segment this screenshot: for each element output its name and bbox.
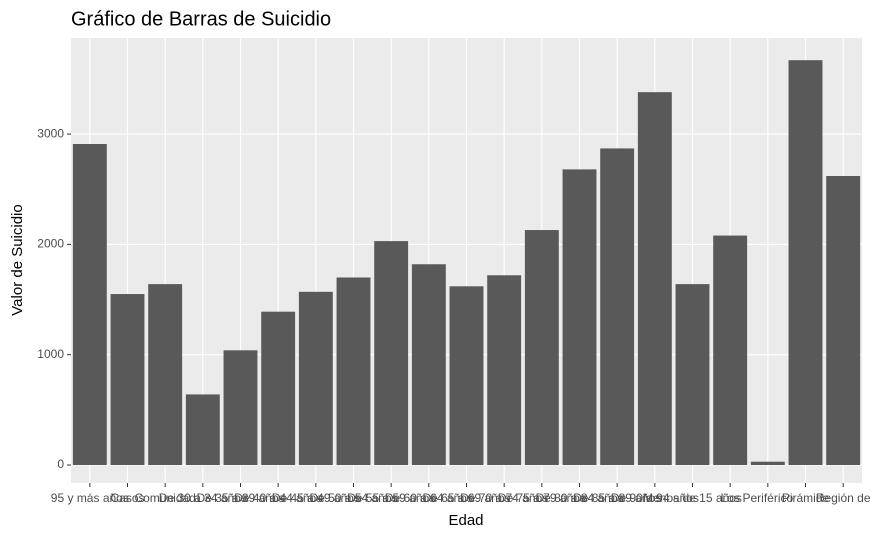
bar bbox=[524, 230, 559, 466]
y-tick-label: 3000 bbox=[37, 126, 64, 140]
x-tick-label: De 60 a 64 años bbox=[385, 491, 473, 505]
x-axis-title: Edad bbox=[448, 512, 483, 529]
bar bbox=[336, 277, 371, 466]
x-tick-label: De 70 a 74 años bbox=[460, 491, 548, 505]
bar bbox=[411, 264, 446, 466]
x-tick-label: De 75 a 79 años bbox=[498, 491, 586, 505]
bar bbox=[223, 350, 258, 466]
y-axis-title: Valor de Suicidio bbox=[9, 204, 26, 315]
x-tick-label: De 65 a 69 años bbox=[422, 491, 510, 505]
x-tick-label: De 55 a 59 años bbox=[347, 491, 435, 505]
bar bbox=[562, 169, 597, 466]
x-tick-label: Comunidad bbox=[134, 491, 195, 505]
bar bbox=[675, 284, 710, 466]
x-tick-label: Pirámide bbox=[782, 491, 830, 505]
bar bbox=[261, 311, 296, 466]
bar bbox=[185, 394, 220, 466]
bar bbox=[750, 461, 785, 466]
y-tick-label: 2000 bbox=[37, 237, 64, 251]
x-tick-label: De 50 a 54 años bbox=[309, 491, 397, 505]
y-tick-label: 0 bbox=[57, 457, 64, 471]
bar bbox=[148, 284, 183, 466]
x-tick-label: De 40 a 44 años bbox=[234, 491, 322, 505]
x-tick-label: De 45 a 49 años bbox=[272, 491, 360, 505]
bar bbox=[637, 92, 672, 466]
x-tick-label: De 30 a 34 años bbox=[159, 491, 247, 505]
x-tick-label: Los bbox=[720, 491, 739, 505]
y-tick-label: 1000 bbox=[37, 347, 64, 361]
x-tick-label: De 35 a 39 años bbox=[196, 491, 284, 505]
chart-title: Gráfico de Barras de Suicidio bbox=[71, 8, 331, 30]
x-tick-label: De 85 a 89 años bbox=[573, 491, 661, 505]
bar bbox=[110, 294, 145, 466]
bar bbox=[72, 144, 107, 466]
bar bbox=[298, 291, 333, 466]
bar bbox=[713, 235, 748, 466]
x-tick-label: De 90 a 94 años bbox=[611, 491, 699, 505]
x-tick-label: Menos de 15 años bbox=[643, 491, 742, 505]
bar bbox=[826, 176, 861, 466]
bar bbox=[374, 241, 409, 466]
bar bbox=[600, 148, 635, 466]
bar bbox=[788, 60, 823, 466]
x-tick-label: Casos bbox=[110, 491, 144, 505]
bar bbox=[487, 275, 522, 466]
x-tick-label: De 80 a 84 años bbox=[535, 491, 623, 505]
x-tick-label: Región de bbox=[816, 491, 871, 505]
x-tick-label: Periférico bbox=[742, 491, 793, 505]
bar bbox=[449, 286, 484, 466]
x-tick-label: 95 y más años bbox=[51, 491, 129, 505]
